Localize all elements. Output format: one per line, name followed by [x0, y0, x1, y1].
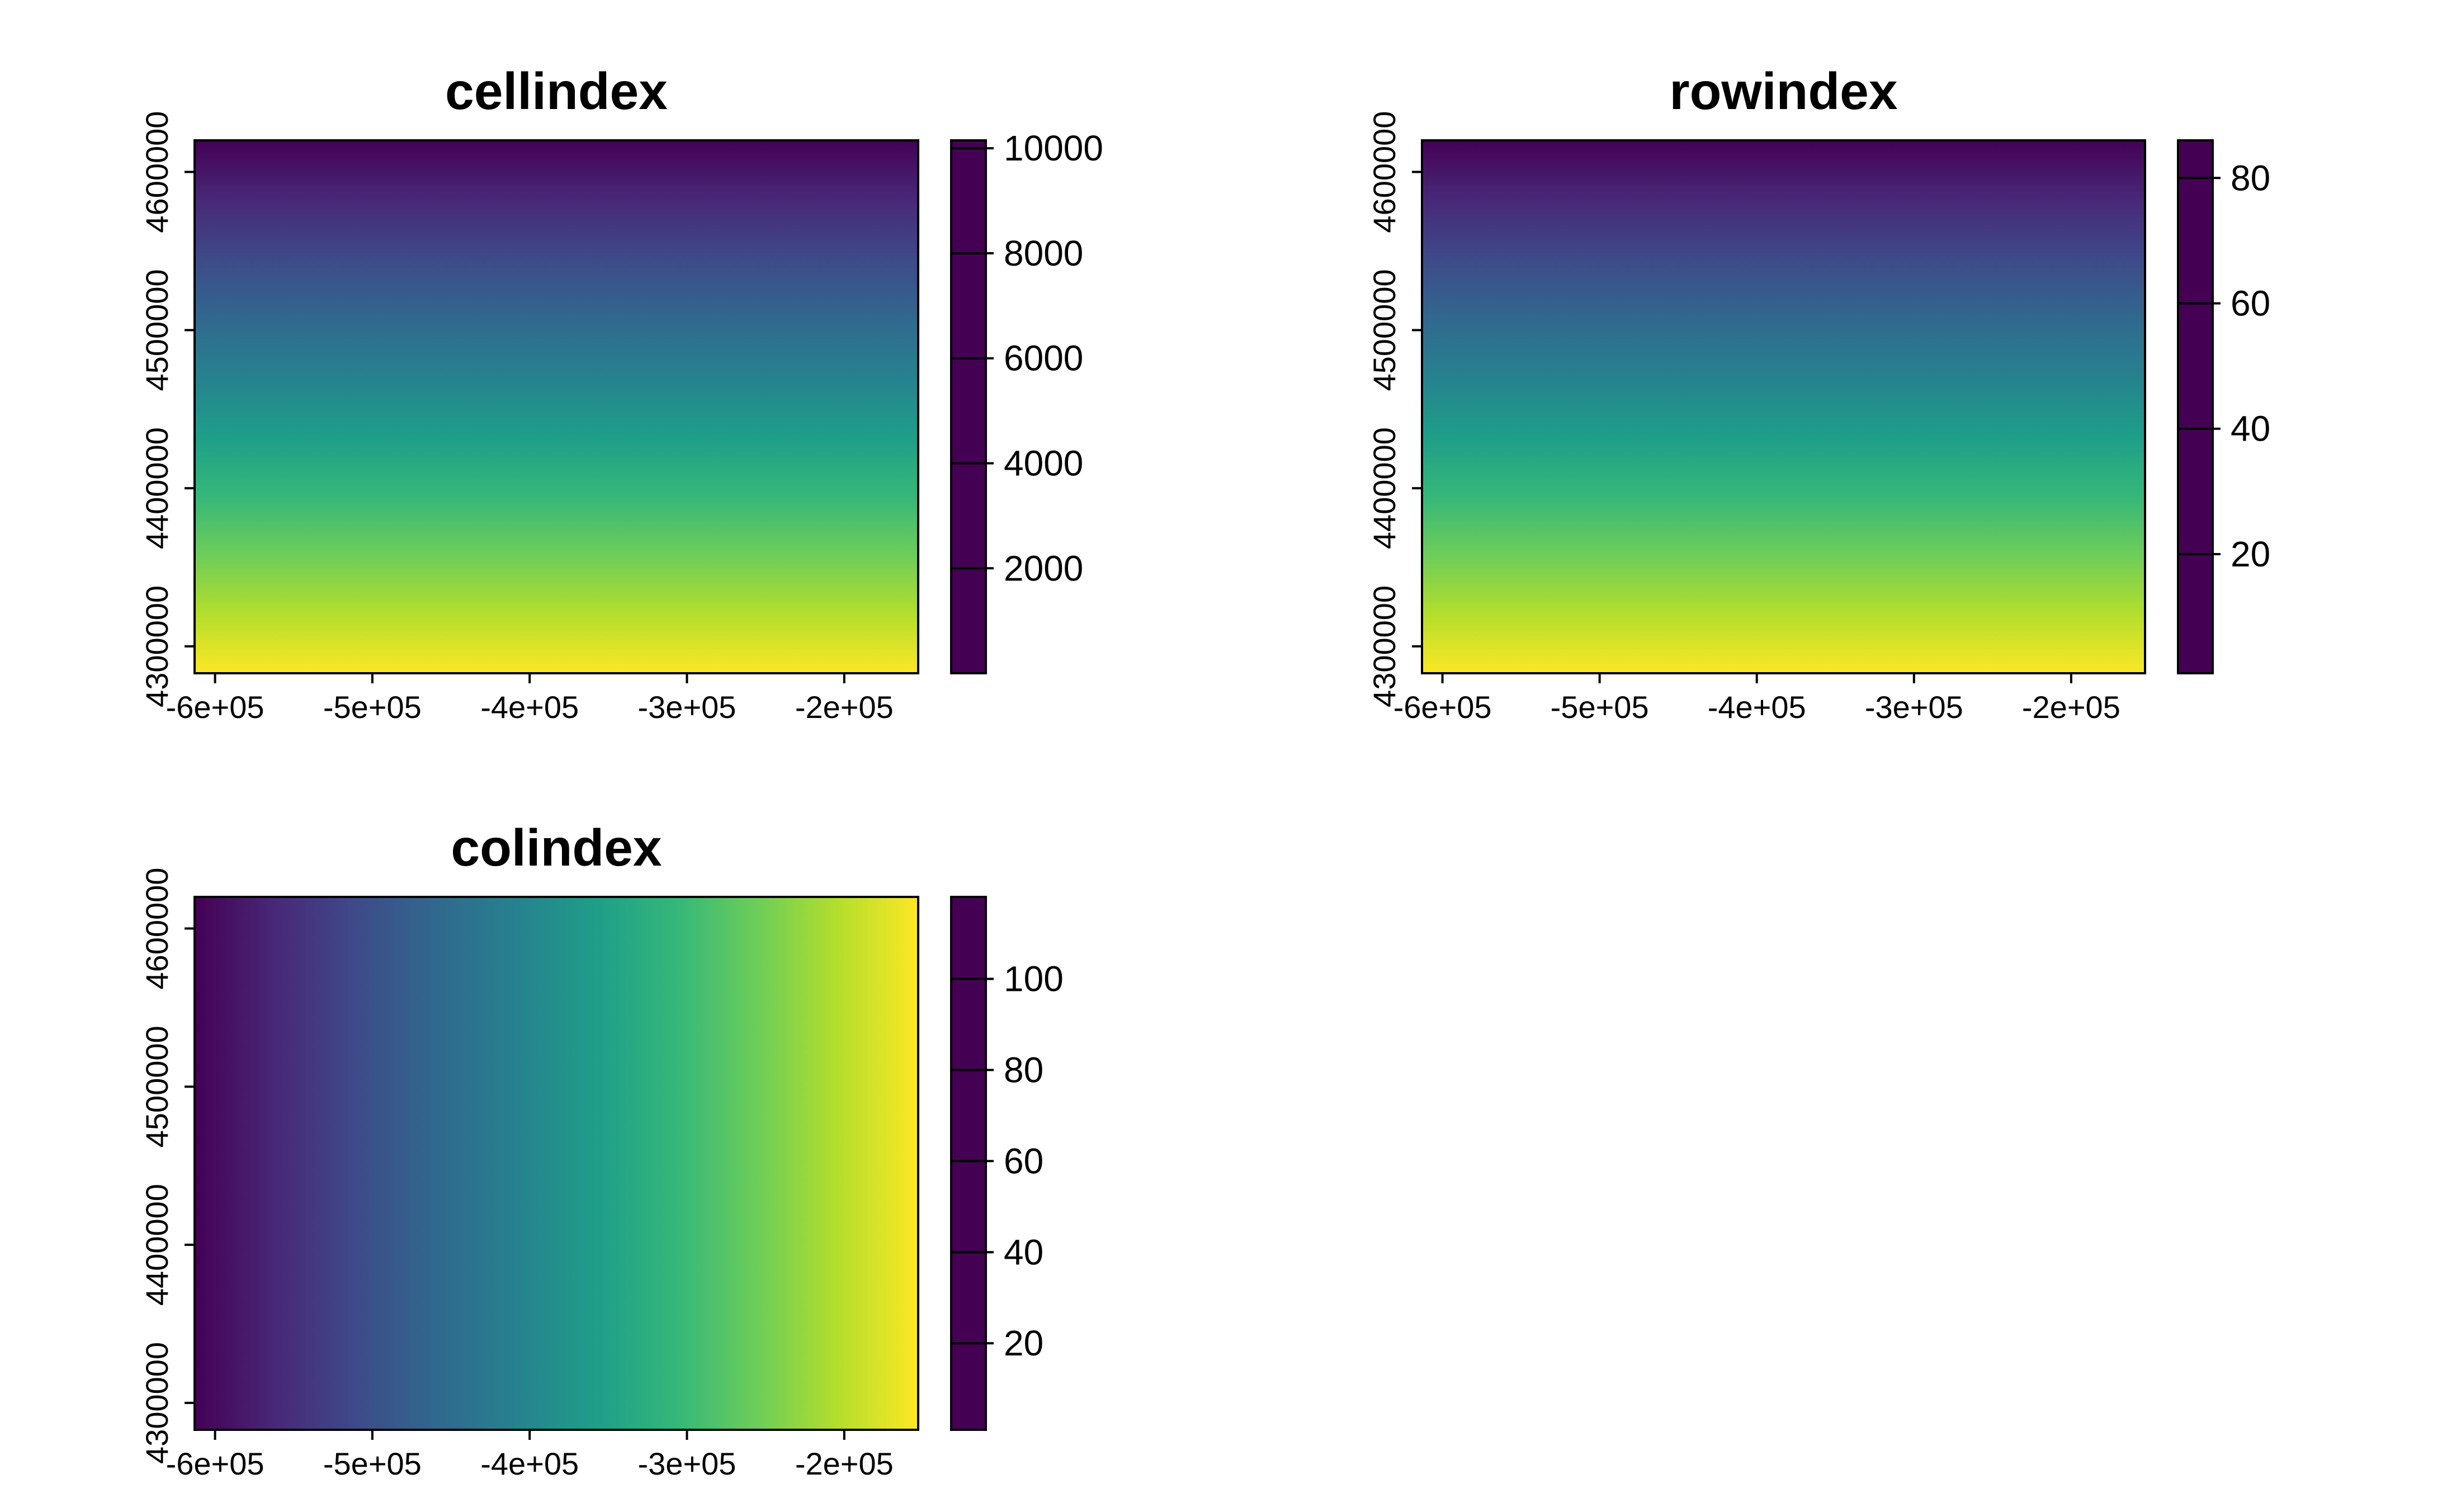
chart-panel-colindex: colindex -6e+05 -5e+05 -4e+05 -3e+05 -2e+05 43…: [139, 819, 1064, 1481]
legend-tick-label: 80: [1004, 1050, 1043, 1090]
legend-colorbar: [950, 139, 987, 674]
y-tick-label: 4600000: [139, 111, 174, 233]
plot-frame: [1421, 139, 2146, 674]
x-tick-label: -6e+05: [1393, 689, 1492, 725]
y-tick-label: 4400000: [139, 1184, 174, 1306]
legend-tick-label: 40: [2231, 409, 2270, 449]
plot-frame: [193, 139, 919, 674]
legend-tick-label: 4000: [1004, 443, 1083, 483]
x-tick-label: -3e+05: [638, 1446, 736, 1481]
legend-tick-label: 100: [1004, 959, 1064, 999]
y-tick-label: 4400000: [1367, 427, 1402, 549]
y-tick-label: 4300000: [1367, 585, 1402, 707]
y-tick-label: 4500000: [139, 1026, 174, 1147]
x-tick-label: -5e+05: [323, 689, 422, 725]
x-tick-label: -6e+05: [166, 689, 264, 725]
x-tick-label: -3e+05: [638, 689, 736, 725]
y-tick-label: 4500000: [139, 269, 174, 391]
x-tick-label: -5e+05: [1551, 689, 1649, 725]
legend-tick-label: 2000: [1004, 548, 1083, 588]
legend-tick-label: 40: [1004, 1232, 1043, 1272]
x-tick-label: -6e+05: [166, 1446, 264, 1481]
x-tick-label: -4e+05: [480, 1446, 579, 1481]
chart-panel-cellindex: cellindex -6e+05 -5e+05 -4e+05 -3e+05 -2e+05 4…: [139, 62, 1103, 725]
x-tick-label: -2e+05: [2022, 689, 2120, 725]
legend-tick-label: 20: [2231, 534, 2270, 574]
y-tick-label: 4300000: [139, 1342, 174, 1464]
chart-title: rowindex: [1669, 62, 1898, 120]
chart-panel-rowindex: rowindex -6e+05 -5e+05 -4e+05 -3e+05 -2e+05 43…: [1367, 62, 2270, 725]
legend-tick-label: 10000: [1004, 128, 1103, 168]
plot-frame: [193, 896, 919, 1431]
raster-image: [1422, 140, 2145, 673]
chart-title: cellindex: [445, 62, 668, 120]
x-tick-label: -5e+05: [323, 1446, 422, 1481]
x-tick-label: -2e+05: [795, 1446, 894, 1481]
legend-tick-label: 60: [2231, 284, 2270, 324]
y-tick-label: 4600000: [139, 868, 174, 990]
legend-tick-label: 60: [1004, 1141, 1043, 1181]
x-tick-label: -4e+05: [480, 689, 579, 725]
legend-tick-label: 6000: [1004, 338, 1083, 379]
chart-title: colindex: [451, 819, 662, 877]
legend-tick-label: 20: [1004, 1323, 1043, 1363]
x-tick-label: -3e+05: [1865, 689, 1963, 725]
legend-colorbar: [950, 896, 987, 1431]
legend-tick-label: 80: [2231, 158, 2270, 198]
raster-image: [195, 897, 918, 1430]
x-tick-label: -2e+05: [795, 689, 894, 725]
y-tick-label: 4500000: [1367, 269, 1402, 391]
x-tick-label: -4e+05: [1708, 689, 1806, 725]
y-tick-label: 4300000: [139, 585, 174, 707]
legend-tick-label: 8000: [1004, 233, 1083, 273]
raster-image: [195, 140, 918, 673]
legend-colorbar: [2177, 139, 2214, 674]
y-tick-label: 4600000: [1367, 111, 1402, 233]
y-tick-label: 4400000: [139, 427, 174, 549]
